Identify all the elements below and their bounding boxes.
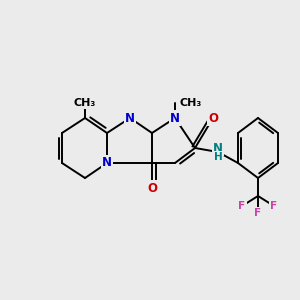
Text: O: O xyxy=(147,182,157,194)
Text: F: F xyxy=(238,201,246,211)
Text: N: N xyxy=(213,142,223,154)
Text: H: H xyxy=(214,152,222,162)
Text: CH₃: CH₃ xyxy=(74,98,96,108)
Text: N: N xyxy=(125,112,135,124)
Text: N: N xyxy=(170,112,180,124)
Text: CH₃: CH₃ xyxy=(180,98,202,108)
Text: F: F xyxy=(270,201,278,211)
Text: O: O xyxy=(208,112,218,124)
Text: F: F xyxy=(254,208,262,218)
Text: N: N xyxy=(102,157,112,169)
